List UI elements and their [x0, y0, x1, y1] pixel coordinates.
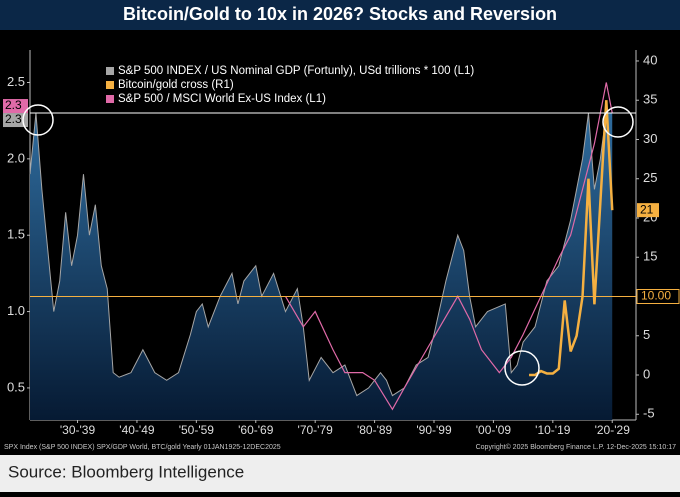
- source: Source: Bloomberg Intelligence: [8, 462, 244, 481]
- chart-title: Bitcoin/Gold to 10x in 2026? Stocks and …: [123, 4, 557, 24]
- highlight-circle: [22, 104, 54, 136]
- x-tick-label: '90-'99: [416, 423, 452, 437]
- legend-swatch: [106, 95, 114, 103]
- x-tick-label: '70-'79: [298, 423, 334, 437]
- y2-tick-label: 25: [643, 170, 657, 185]
- y2-tick-label: 40: [643, 52, 657, 67]
- highlight-circle: [504, 350, 540, 386]
- footer-left: SPX Index (S&P 500 INDEX) SPX/GDP World,…: [4, 444, 281, 451]
- x-tick-label: '50-'59: [179, 423, 215, 437]
- legend-label: S&P 500 INDEX / US Nominal GDP (Fortunly…: [118, 65, 474, 77]
- y2-tick-label: 5: [643, 327, 650, 342]
- series-line: [284, 82, 613, 411]
- reference-label: 10.00: [641, 289, 671, 303]
- x-tick-label: '60-'69: [238, 423, 274, 437]
- x-tick-label: '80-'89: [357, 423, 393, 437]
- y2-tick-label: 0: [643, 366, 650, 381]
- legend-swatch: [106, 81, 114, 89]
- y-tick-label: 1.0: [7, 303, 25, 318]
- area-fill: [30, 113, 613, 420]
- y2-tick-label: -5: [643, 406, 655, 421]
- y-tick-label: 1.5: [7, 227, 25, 242]
- x-tick-label: '30-'39: [60, 423, 96, 437]
- last-value-box: [3, 99, 28, 114]
- x-tick-label: '40-'49: [119, 423, 155, 437]
- x-tick-label: '10-'19: [535, 423, 571, 437]
- y-tick-label: 2.0: [7, 150, 25, 165]
- x-tick-label: '20-'29: [595, 423, 631, 437]
- legend-label: Bitcoin/gold cross (R1): [118, 79, 234, 91]
- last-value-box: [3, 113, 28, 128]
- legend: S&P 500 INDEX / US Nominal GDP (Fortunly…: [106, 65, 474, 105]
- y2-tick-label: 35: [643, 92, 657, 107]
- y2-tick-label: 15: [643, 249, 657, 264]
- footer-right: Copyright© 2025 Bloomberg Finance L.P. 1…: [476, 443, 676, 451]
- last-value-label: 21: [640, 202, 654, 216]
- plot: 0.51.01.52.02.5-50510152025303540'30-'39…: [3, 50, 680, 437]
- y-tick-label: 0.5: [7, 379, 25, 394]
- reference-label-box: [636, 289, 680, 305]
- y2-tick-label: 30: [643, 131, 657, 146]
- highlight-circle: [602, 106, 634, 138]
- last-value-label: 2.3: [5, 112, 22, 126]
- y-tick-label: 2.5: [7, 74, 25, 89]
- title-bar: [0, 0, 680, 30]
- legend-swatch: [106, 67, 114, 75]
- legend-label: S&P 500 / MSCI World Ex-US Index (L1): [118, 93, 326, 105]
- x-tick-label: '00-'09: [476, 423, 512, 437]
- last-value-label: 2.3: [5, 98, 22, 112]
- series-line: [529, 100, 614, 377]
- last-value-box: [637, 203, 659, 218]
- source-bar: [0, 455, 680, 492]
